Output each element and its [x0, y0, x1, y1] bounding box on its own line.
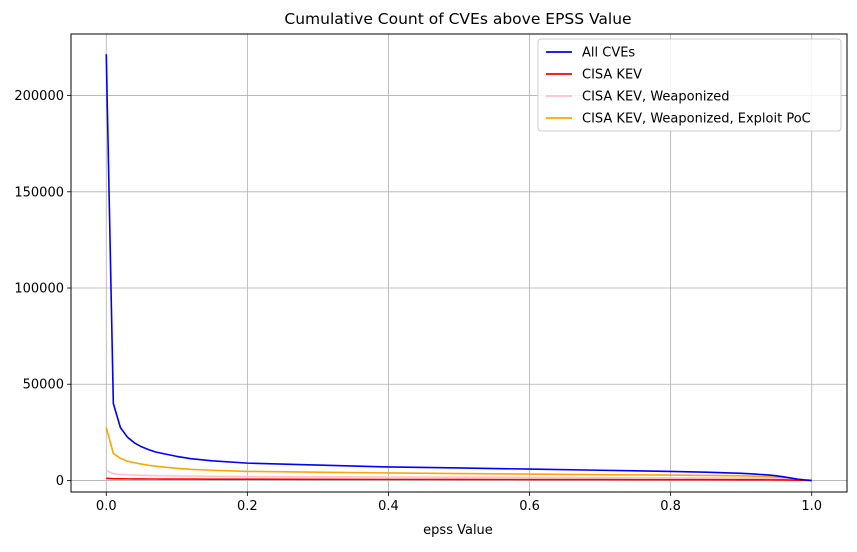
x-tick-label: 0.8: [660, 499, 681, 514]
x-tick-label: 1.0: [801, 499, 822, 514]
x-axis-label: epss Value: [423, 523, 493, 538]
y-tick-label: 100000: [14, 282, 64, 297]
plot-area-frame: [70, 33, 848, 493]
legend-label: CISA KEV, Weaponized: [582, 90, 730, 105]
legend-label: All CVEs: [582, 46, 635, 61]
series-line-2: [105, 469, 812, 482]
legend-box: [537, 38, 842, 132]
series-line-3: [105, 427, 812, 482]
series-line-1: [106, 477, 812, 482]
x-tick-label: 0.4: [378, 499, 399, 514]
series-lines: [105, 54, 812, 482]
y-tick-label: 150000: [14, 185, 64, 200]
x-tick-label: 0.0: [96, 499, 117, 514]
x-tick-label: 0.6: [519, 499, 540, 514]
series-line-0: [105, 54, 812, 482]
x-tick-label: 0.2: [237, 499, 258, 514]
legend-label: CISA KEV, Weaponized, Exploit PoC: [582, 112, 811, 127]
y-tick-label: 50000: [23, 378, 64, 393]
y-tick-label: 0: [56, 474, 64, 489]
axis-ticks: 0.0 0.2 0.4 0.6 0.8 1.0 0 50000 100000 150000 2000…: [14, 89, 822, 514]
chart-title: Cumulative Count of CVEs above EPSS Valu…: [284, 10, 631, 28]
legend-label: CISA KEV: [582, 68, 642, 83]
legend: All CVEs CISA KEV CISA KEV, Weaponized CISA…: [537, 38, 842, 132]
y-tick-label: 200000: [14, 89, 64, 104]
